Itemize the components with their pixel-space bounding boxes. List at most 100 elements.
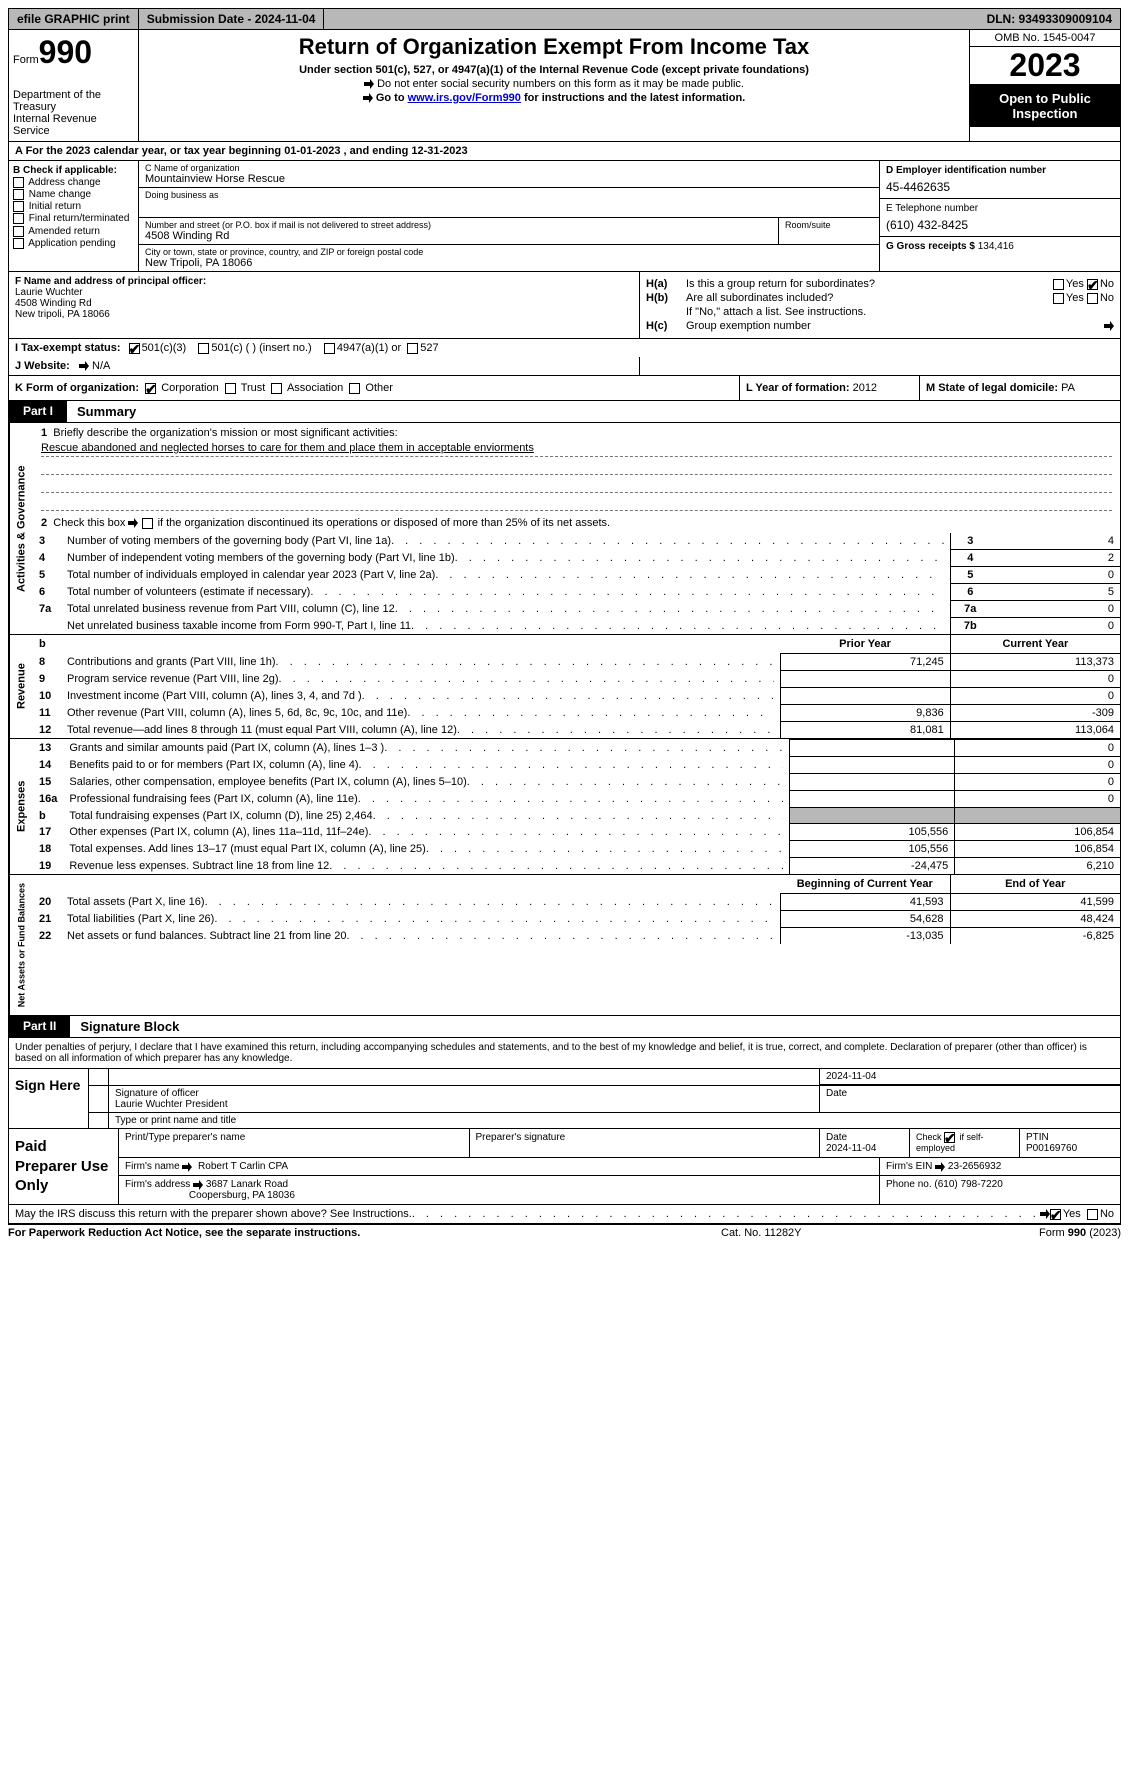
line-desc: Program service revenue (Part VIII, line… <box>61 671 780 688</box>
end-year: 48,424 <box>950 911 1120 928</box>
prior-year: 9,836 <box>780 705 950 722</box>
line-num: 10 <box>33 688 61 705</box>
paperwork-notice: For Paperwork Reduction Act Notice, see … <box>8 1227 721 1239</box>
ha-yes-cb[interactable] <box>1053 279 1064 290</box>
mission-block: 1 Briefly describe the organization's mi… <box>33 423 1120 533</box>
cb-final-return[interactable] <box>13 213 24 224</box>
line-value: 0 <box>990 618 1120 635</box>
end-year: 41,599 <box>950 894 1120 911</box>
prior-year: 81,081 <box>780 722 950 739</box>
firm-addr2: Coopersburg, PA 18036 <box>189 1190 295 1201</box>
expenses-section: Expenses 13 Grants and similar amounts p… <box>8 739 1121 875</box>
line-value: 0 <box>990 601 1120 618</box>
ha-no-cb[interactable] <box>1087 279 1098 290</box>
cb-501c[interactable] <box>198 343 209 354</box>
firm-name-label: Firm's name <box>125 1161 180 1172</box>
exp-table: 13 Grants and similar amounts paid (Part… <box>33 739 1120 874</box>
current-year: 0 <box>955 774 1120 791</box>
column-b: B Check if applicable: Address change Na… <box>9 161 139 271</box>
domicile-label: M State of legal domicile: <box>926 382 1058 394</box>
cb-527[interactable] <box>407 343 418 354</box>
yes-label: Yes <box>1063 1208 1081 1220</box>
line-num <box>33 618 61 635</box>
line-num: 7a <box>33 601 61 618</box>
footer-form-num: 990 <box>1068 1227 1086 1239</box>
city-value: New Tripoli, PA 18066 <box>145 257 873 269</box>
footer-form-post: (2023) <box>1086 1227 1121 1239</box>
website-label: J Website: <box>15 360 70 372</box>
current-year: 0 <box>955 740 1120 757</box>
line-num: 14 <box>33 757 63 774</box>
cb-initial-return[interactable] <box>13 201 24 212</box>
hb-text: Are all subordinates included? <box>686 292 994 304</box>
line-ref: 3 <box>950 533 990 550</box>
domicile: PA <box>1061 382 1075 394</box>
cb-discontinued[interactable] <box>142 518 153 529</box>
opt-other: Other <box>365 382 393 394</box>
netassets-section: Net Assets or Fund Balances Beginning of… <box>8 875 1121 1016</box>
dots <box>412 1208 1040 1220</box>
discuss-row: May the IRS discuss this return with the… <box>8 1205 1121 1224</box>
cb-501c3[interactable] <box>129 343 140 354</box>
arrow-icon <box>79 361 89 371</box>
cb-label: Address change <box>28 177 100 188</box>
cb-self-employed[interactable] <box>944 1132 955 1143</box>
hb-no-cb[interactable] <box>1087 293 1098 304</box>
line-desc: Total revenue—add lines 8 through 11 (mu… <box>61 722 780 739</box>
cb-label: Initial return <box>29 201 81 212</box>
cb-label: Final return/terminated <box>29 214 130 225</box>
current-year: 113,373 <box>950 654 1120 671</box>
phone-label: E Telephone number <box>886 203 1114 214</box>
begin-year: 54,628 <box>780 911 950 928</box>
cb-corp[interactable] <box>145 383 156 394</box>
column-d: D Employer identification number 45-4462… <box>880 161 1120 271</box>
current-year: 0 <box>950 671 1120 688</box>
efile-print-label[interactable]: efile GRAPHIC print <box>9 9 139 29</box>
current-year: 113,064 <box>950 722 1120 739</box>
form-number: 990 <box>39 34 92 70</box>
cb-4947[interactable] <box>324 343 335 354</box>
line-desc: Contributions and grants (Part VIII, lin… <box>61 654 780 671</box>
firm-addr-label: Firm's address <box>125 1179 190 1190</box>
part1-pill: Part I <box>9 401 67 422</box>
cb-address-change[interactable] <box>13 177 24 188</box>
discuss-no-cb[interactable] <box>1087 1209 1098 1220</box>
line-num: 16a <box>33 791 63 808</box>
header-right: OMB No. 1545-0047 2023 Open to Public In… <box>970 30 1120 141</box>
hb-yes-cb[interactable] <box>1053 293 1064 304</box>
line-value: 0 <box>990 567 1120 584</box>
arrow-icon <box>128 518 138 528</box>
cb-trust[interactable] <box>225 383 236 394</box>
prior-year <box>790 774 955 791</box>
line-desc: Salaries, other compensation, employee b… <box>63 774 789 791</box>
identity-block: B Check if applicable: Address change Na… <box>8 161 1121 272</box>
mission-value: Rescue abandoned and neglected horses to… <box>41 439 1112 457</box>
line-desc: Total number of volunteers (estimate if … <box>61 584 950 601</box>
hc-text: Group exemption number <box>686 320 994 332</box>
part1-title: Summary <box>67 401 146 422</box>
prior-year-header: Prior Year <box>780 635 950 654</box>
discuss-yes-cb[interactable] <box>1050 1209 1061 1220</box>
date-label: Date <box>820 1086 1120 1112</box>
line-desc: Total expenses. Add lines 13–17 (must eq… <box>63 841 789 858</box>
cb-assoc[interactable] <box>271 383 282 394</box>
mission-blank <box>41 493 1112 511</box>
cb-amended[interactable] <box>13 226 24 237</box>
prep-date-label: Date <box>826 1132 847 1143</box>
preparer-block: Paid Preparer Use Only Print/Type prepar… <box>8 1129 1121 1205</box>
cb-other[interactable] <box>349 383 360 394</box>
cb-app-pending[interactable] <box>13 238 24 249</box>
footer-form-pre: Form <box>1039 1227 1068 1239</box>
line-desc: Revenue less expenses. Subtract line 18 … <box>63 858 789 875</box>
current-year: 0 <box>950 688 1120 705</box>
no-label: No <box>1100 1208 1114 1220</box>
na-cy-header: End of Year <box>950 875 1120 894</box>
officer-name-title: Laurie Wuchter President <box>115 1099 813 1110</box>
arrow-icon <box>363 93 373 103</box>
arrow-icon <box>1040 1209 1050 1219</box>
governance-section: Activities & Governance 1 Briefly descri… <box>8 423 1121 635</box>
cb-name-change[interactable] <box>13 189 24 200</box>
na-py-header: Beginning of Current Year <box>780 875 950 894</box>
irs-link[interactable]: www.irs.gov/Form990 <box>408 92 521 104</box>
gov-vlabel: Activities & Governance <box>9 423 33 634</box>
